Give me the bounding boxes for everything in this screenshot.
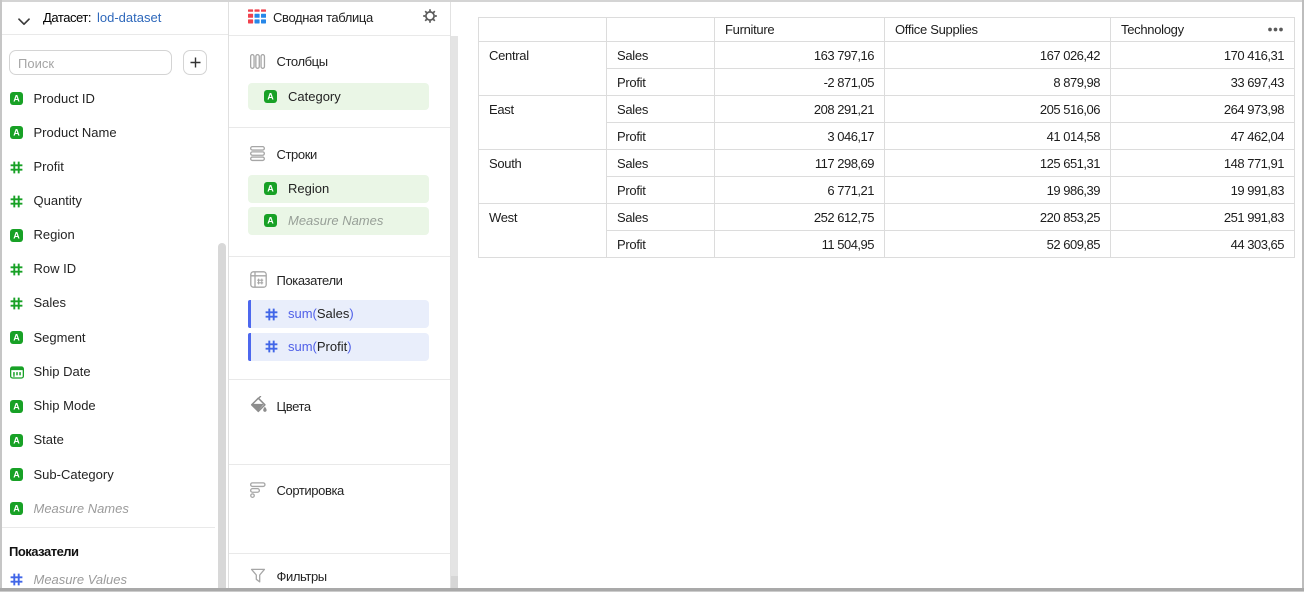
svg-text:A: A [13,470,20,480]
svg-text:A: A [13,128,20,138]
svg-text:A: A [267,215,274,225]
svg-text:A: A [13,401,20,411]
svg-text:A: A [267,184,274,194]
svg-text:A: A [13,333,20,343]
svg-text:A: A [13,504,20,514]
svg-text:A: A [13,94,20,104]
svg-text:A: A [13,435,20,445]
svg-text:A: A [13,230,20,240]
svg-text:A: A [267,91,274,101]
